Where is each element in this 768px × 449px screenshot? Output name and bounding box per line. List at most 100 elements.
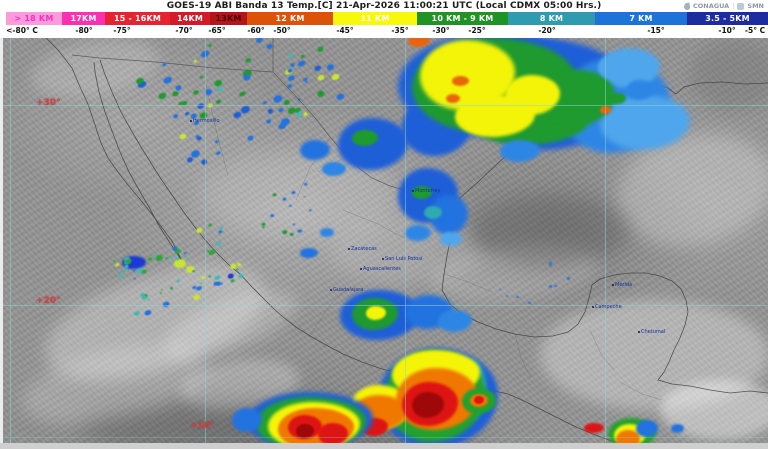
cloud-speck <box>549 262 552 264</box>
storm-cloud-blob <box>440 232 462 246</box>
altitude-legend-bar: > 18 KM 17KM 15 - 16KM 14KM 13KM 12 KM 11 KM 10… <box>0 12 768 25</box>
city-dot <box>348 247 350 250</box>
latitude-label: +30° <box>36 98 61 108</box>
city-label: Hermosillo <box>190 119 220 124</box>
longitude-gridline <box>605 38 606 449</box>
longitude-gridline <box>405 38 406 449</box>
cloud-speckle-field <box>470 262 580 310</box>
temp-scale-label: -45° <box>336 26 354 35</box>
storm-cloud-blob <box>300 140 330 160</box>
city-label: Zacatecas <box>348 247 377 252</box>
storm-cloud-blob <box>671 424 684 433</box>
agency-logos: CONAGUA | SMN <box>683 0 764 12</box>
cloud-speck <box>505 295 509 298</box>
temp-scale-label: -20° <box>538 26 556 35</box>
storm-cloud-blob <box>412 186 432 199</box>
storm-cloud-blob <box>505 75 560 115</box>
city-label: Aguascalientes <box>360 267 401 272</box>
temp-scale-label: -15° <box>647 26 665 35</box>
conagua-logo-icon <box>683 1 691 11</box>
temperature-scale-bar: <-80° C -80° -75° -70° -65° -60° -50° -45° -35° -… <box>0 25 768 38</box>
city-dot <box>190 119 192 122</box>
storm-cloud-blob <box>366 306 386 320</box>
storm-cloud-blob <box>320 228 334 237</box>
storm-cloud-blob <box>645 105 669 121</box>
legend-segment: 14KM <box>170 12 210 25</box>
page-title: GOES-19 ABI Banda 13 Temp.[C] 21-Apr-202… <box>166 1 602 11</box>
storm-cloud-blob <box>424 206 442 219</box>
cloud-speck <box>548 284 553 288</box>
cloud-speck <box>527 301 531 305</box>
legend-segment: 12 KM <box>247 12 333 25</box>
temp-scale-label: -30° <box>432 26 450 35</box>
legend-segment: 17KM <box>62 12 105 25</box>
cloud-speck <box>516 296 519 299</box>
storm-cloud-blob <box>500 140 540 162</box>
map-bottom-band <box>0 443 768 449</box>
city-dot <box>382 257 384 260</box>
legend-segment: 7 KM <box>595 12 687 25</box>
storm-cloud-blob <box>636 420 658 437</box>
latitude-gridline <box>0 105 768 106</box>
storm-cloud-blob <box>352 130 378 146</box>
storm-cloud-blob <box>598 55 632 79</box>
storm-cloud-blob <box>186 266 195 273</box>
storm-cloud-blob <box>610 93 626 104</box>
storm-cloud-blob <box>412 392 444 418</box>
legend-segment: > 18 KM <box>6 12 62 25</box>
city-label: Guadalajara <box>330 288 363 293</box>
city-dot <box>412 189 414 192</box>
storm-cloud-blob <box>405 225 431 241</box>
storm-cloud-blob <box>296 424 314 438</box>
city-label: Campeche <box>592 305 622 310</box>
longitude-gridline <box>205 38 206 449</box>
cloud-speck <box>498 288 502 291</box>
cloud-speck <box>549 263 553 267</box>
storm-cloud-blob <box>438 310 472 332</box>
temp-scale-label: -65° <box>208 26 226 35</box>
us-mexico-border <box>71 54 274 73</box>
gray-cloud-wisp <box>470 195 630 265</box>
storm-cloud-blob <box>600 95 690 150</box>
city-dot <box>592 305 594 308</box>
city-label: Mérida <box>612 283 632 288</box>
storm-cloud-blob <box>232 408 262 432</box>
map-left-edge-strip <box>0 38 3 449</box>
legend-segment: 11 KM <box>333 12 417 25</box>
city-label: San Luis Potosí <box>382 257 422 262</box>
storm-cloud-blob <box>626 80 654 100</box>
smn-logo-icon <box>737 2 745 10</box>
temp-scale-label: -10° <box>718 26 736 35</box>
storm-cloud-blob <box>318 423 348 445</box>
city-label: Monterrey <box>412 189 441 194</box>
header-bar: GOES-19 ABI Banda 13 Temp.[C] 21-Apr-202… <box>0 0 768 12</box>
legend-segment: 15 - 16KM <box>105 12 170 25</box>
storm-cloud-blob <box>446 94 460 103</box>
gray-cloud-wisp <box>690 40 768 110</box>
longitude-gridline <box>10 38 11 449</box>
temp-scale-label: -60° <box>247 26 265 35</box>
city-dot <box>360 267 362 270</box>
coast-pacific-mainland <box>99 59 641 449</box>
latitude-gridline <box>0 437 768 438</box>
logo-separator: | <box>732 2 735 10</box>
legend-segment: 13KM <box>210 12 247 25</box>
conagua-logo-text: CONAGUA <box>692 2 730 10</box>
storm-cloud-blob <box>300 248 318 258</box>
city-dot <box>612 283 614 286</box>
smn-logo-text: SMN <box>747 2 764 10</box>
temp-scale-label: -75° <box>113 26 131 35</box>
city-dot <box>330 288 332 291</box>
latitude-gridline <box>0 305 768 306</box>
legend-segment: 8 KM <box>508 12 595 25</box>
temp-scale-label: -35° <box>391 26 409 35</box>
temp-scale-label: <-80° C <box>6 26 38 35</box>
temp-scale-label: -50° <box>273 26 291 35</box>
temp-scale-label: -5° C <box>744 26 766 35</box>
legend-segment: 10 KM - 9 KM <box>417 12 508 25</box>
temp-scale-label: -25° <box>468 26 486 35</box>
